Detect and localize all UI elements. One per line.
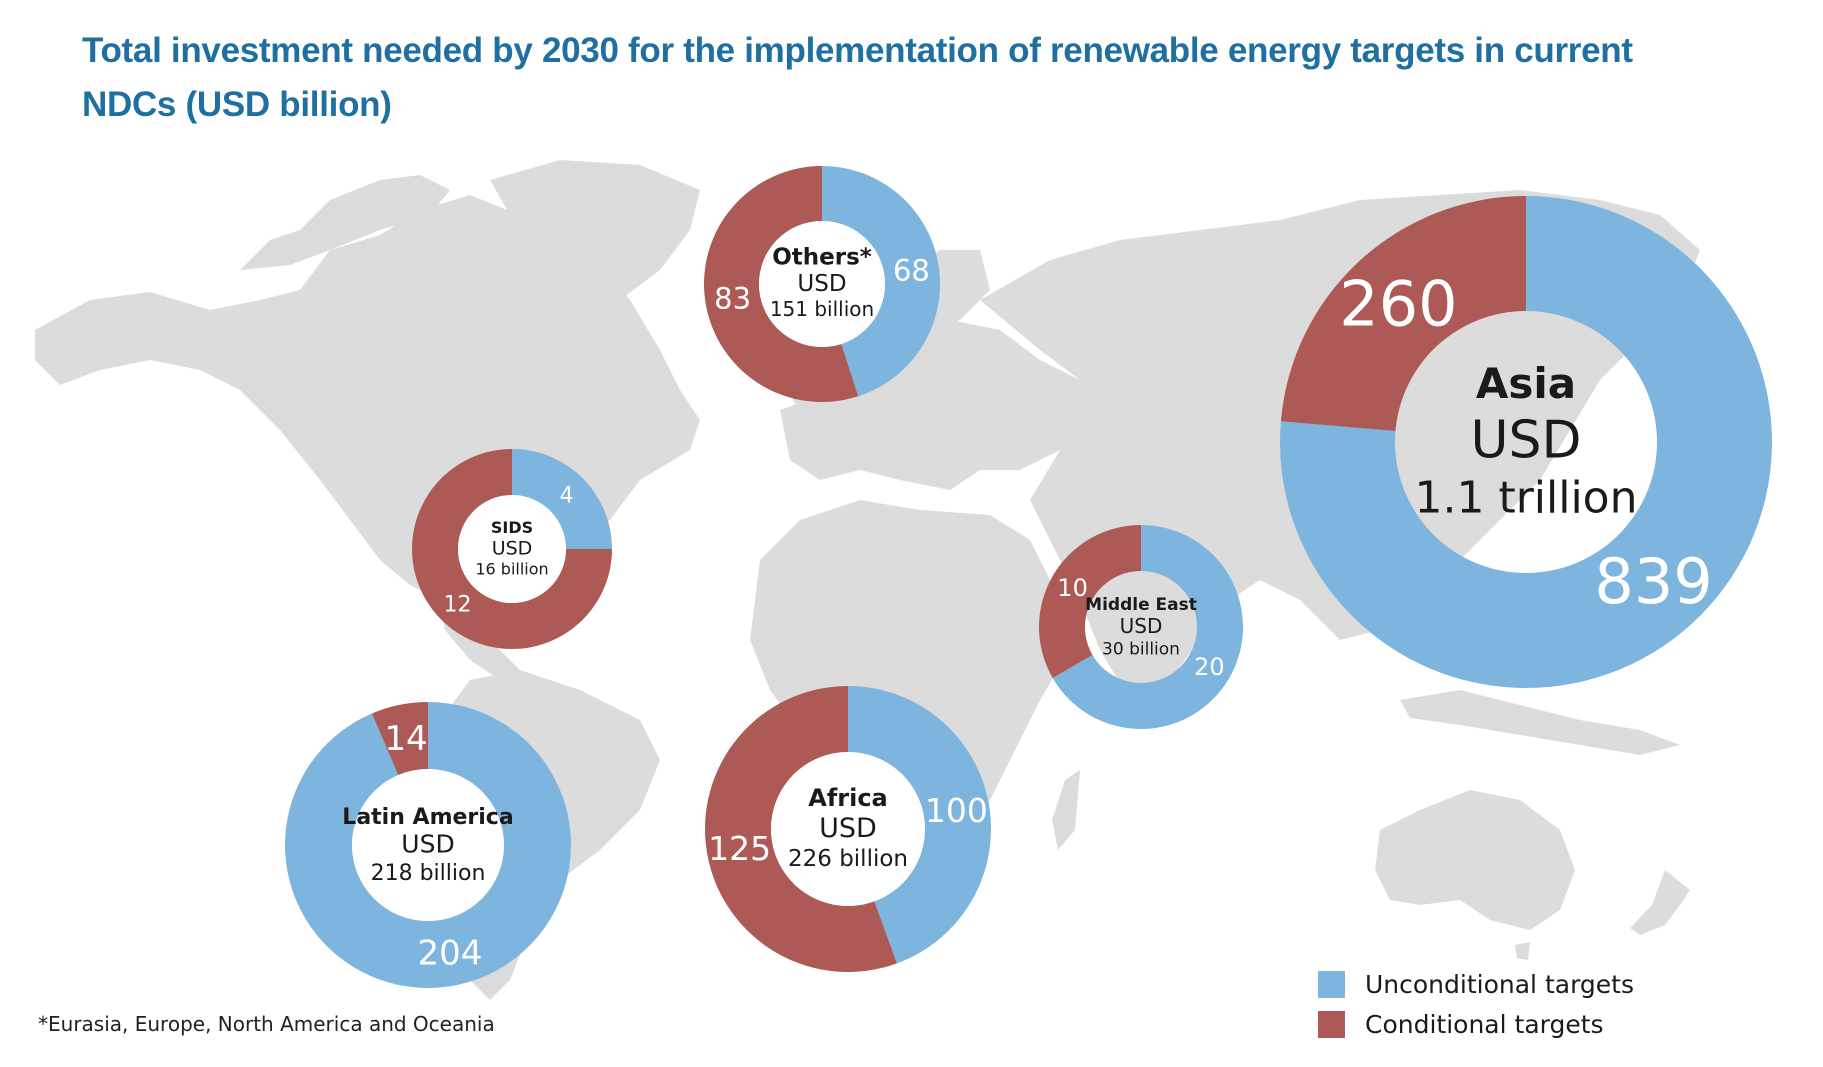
legend-label-conditional: Conditional targets <box>1365 1009 1604 1039</box>
value-label-conditional-latin-america: 14 <box>384 719 427 759</box>
value-label-conditional-middle-east: 10 <box>1057 574 1088 602</box>
legend-swatch-conditional <box>1318 1010 1345 1038</box>
map-new-zealand <box>1630 870 1690 935</box>
region-name-africa: Africa <box>808 784 888 812</box>
legend-item-conditional: Conditional targets <box>1318 1004 1634 1044</box>
segment-unconditional-middle-east <box>1052 525 1243 729</box>
region-total-sids: 16 billion <box>475 560 548 579</box>
region-currency-others: USD <box>797 271 846 297</box>
segment-conditional-middle-east <box>1039 525 1141 678</box>
segment-conditional-others <box>704 166 859 402</box>
region-currency-latin-america: USD <box>401 830 454 859</box>
segment-conditional-sids <box>412 449 612 649</box>
legend: Unconditional targets Conditional target… <box>1318 964 1634 1044</box>
value-label-conditional-others: 83 <box>714 282 751 316</box>
segment-unconditional-africa <box>848 686 991 964</box>
segment-conditional-latin-america <box>371 702 428 776</box>
legend-label-unconditional: Unconditional targets <box>1365 969 1634 999</box>
map-tasmania <box>1515 942 1530 960</box>
region-name-others: Others* <box>772 244 872 270</box>
value-label-unconditional-latin-america: 204 <box>417 934 482 974</box>
region-total-others: 151 billion <box>770 297 874 321</box>
region-currency-africa: USD <box>819 813 877 844</box>
donut-hole-africa <box>771 752 925 906</box>
segment-unconditional-others <box>822 166 940 397</box>
legend-swatch-unconditional <box>1318 970 1345 998</box>
region-currency-asia: USD <box>1470 411 1581 471</box>
value-label-conditional-sids: 12 <box>444 592 472 617</box>
value-label-unconditional-sids: 4 <box>559 483 573 508</box>
value-label-unconditional-others: 68 <box>893 253 930 287</box>
region-total-latin-america: 218 billion <box>371 861 486 886</box>
value-label-conditional-africa: 125 <box>708 829 771 868</box>
map-greenland <box>490 160 700 300</box>
donut-hole-latin-america <box>352 769 504 921</box>
map-arctic-islands <box>240 175 450 270</box>
value-label-conditional-asia: 260 <box>1339 268 1457 341</box>
region-currency-sids: USD <box>492 538 533 560</box>
donut-hole-sids <box>458 495 566 603</box>
map-indonesia <box>1400 690 1680 755</box>
map-madagascar <box>1052 770 1080 850</box>
region-total-asia: 1.1 trillion <box>1414 473 1637 524</box>
region-name-latin-america: Latin America <box>342 805 513 830</box>
region-name-sids: SIDS <box>491 518 533 537</box>
region-name-asia: Asia <box>1476 359 1576 408</box>
segment-unconditional-sids <box>512 449 612 549</box>
segment-conditional-africa <box>705 686 897 973</box>
region-total-africa: 226 billion <box>788 846 908 872</box>
region-currency-middle-east: USD <box>1120 614 1163 638</box>
region-name-middle-east: Middle East <box>1085 595 1197 615</box>
footnote: *Eurasia, Europe, North America and Ocea… <box>38 1012 495 1036</box>
legend-item-unconditional: Unconditional targets <box>1318 964 1634 1004</box>
map-europe <box>780 320 1090 490</box>
map-australia <box>1375 790 1575 930</box>
segment-conditional-asia <box>1280 196 1526 431</box>
segment-unconditional-asia <box>1280 196 1772 688</box>
value-label-unconditional-africa: 100 <box>925 791 988 830</box>
value-label-unconditional-middle-east: 20 <box>1194 653 1225 681</box>
value-label-unconditional-asia: 839 <box>1594 545 1712 618</box>
region-total-middle-east: 30 billion <box>1102 639 1180 659</box>
segment-unconditional-latin-america <box>284 702 571 989</box>
chart-title: Total investment needed by 2030 for the … <box>82 31 1633 124</box>
donut-hole-others <box>759 221 885 347</box>
